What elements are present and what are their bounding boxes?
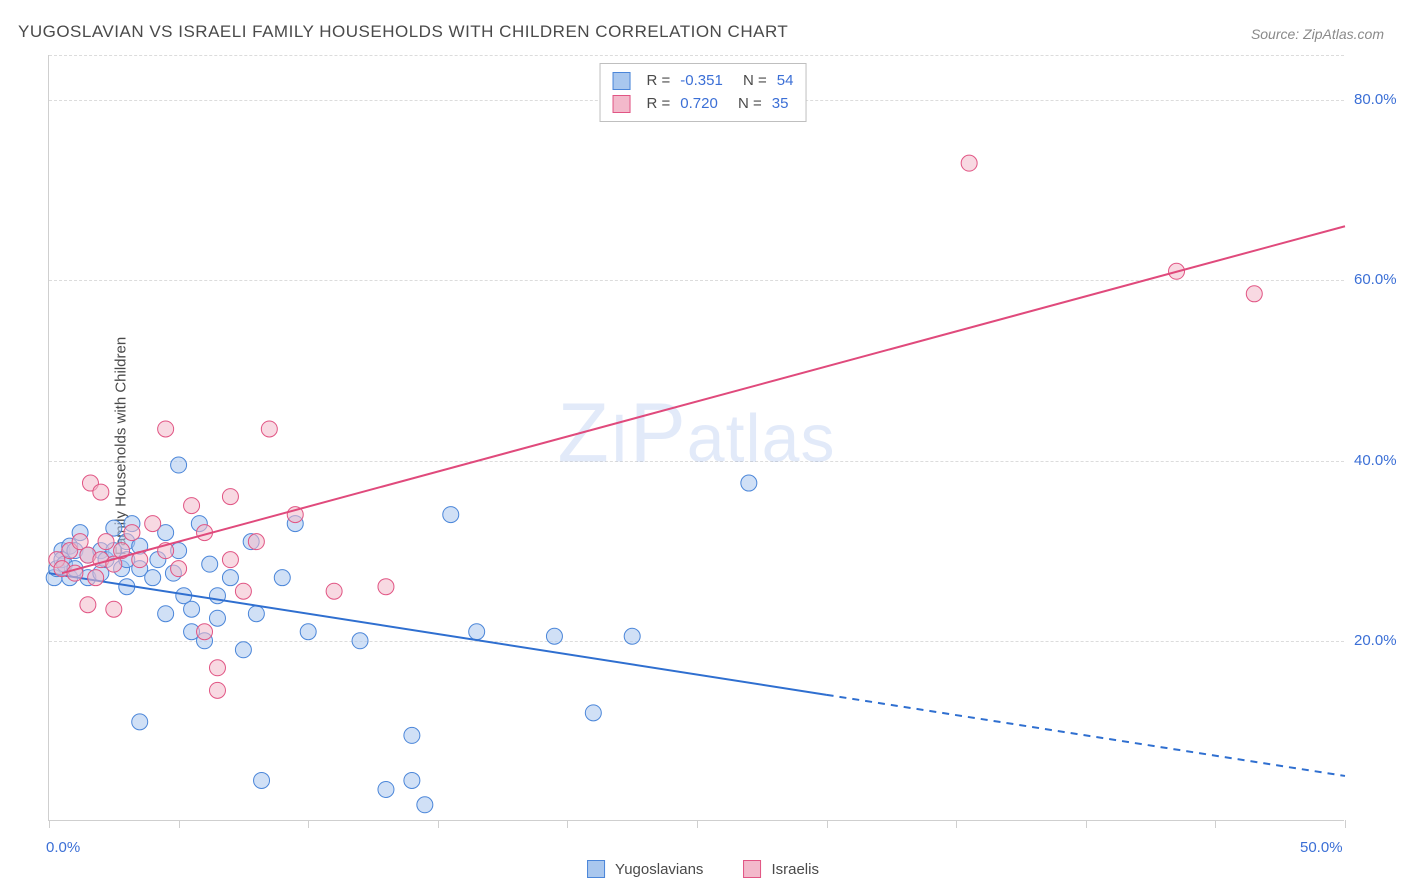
data-point — [93, 484, 109, 500]
data-point — [80, 597, 96, 613]
data-point — [184, 498, 200, 514]
y-tick-label: 40.0% — [1354, 452, 1397, 469]
n-label: N = — [739, 69, 767, 92]
x-tick — [697, 820, 698, 828]
swatch-series-1 — [613, 72, 631, 90]
x-tick — [308, 820, 309, 828]
data-point — [98, 534, 114, 550]
data-point — [254, 772, 270, 788]
chart-plot-area: ZIPatlas — [48, 55, 1344, 821]
data-point — [171, 457, 187, 473]
data-point — [222, 570, 238, 586]
data-point — [209, 660, 225, 676]
data-point — [209, 610, 225, 626]
data-point — [132, 714, 148, 730]
data-point — [261, 421, 277, 437]
data-point — [88, 570, 104, 586]
data-point — [235, 642, 251, 658]
x-tick — [49, 820, 50, 828]
data-point — [145, 570, 161, 586]
n-label: N = — [734, 92, 762, 115]
r-value-2: 0.720 — [680, 92, 718, 115]
data-point — [158, 421, 174, 437]
data-point — [222, 552, 238, 568]
data-point — [222, 489, 238, 505]
data-point — [585, 705, 601, 721]
data-point — [248, 534, 264, 550]
data-point — [106, 601, 122, 617]
data-point — [469, 624, 485, 640]
data-point — [171, 561, 187, 577]
series-legend: Yugoslavians Israelis — [587, 860, 819, 878]
data-point — [184, 601, 200, 617]
r-label: R = — [647, 69, 671, 92]
trend-line — [49, 573, 827, 695]
legend-label-2: Israelis — [771, 861, 819, 878]
data-point — [404, 727, 420, 743]
x-tick — [827, 820, 828, 828]
stats-row-1: R = -0.351 N = 54 — [613, 69, 794, 92]
x-tick — [567, 820, 568, 828]
x-tick — [179, 820, 180, 828]
data-point — [624, 628, 640, 644]
n-value-1: 54 — [777, 69, 794, 92]
y-tick-label: 60.0% — [1354, 271, 1397, 288]
x-tick — [1215, 820, 1216, 828]
legend-item-2: Israelis — [743, 860, 819, 878]
data-point — [546, 628, 562, 644]
data-point — [145, 516, 161, 532]
data-point — [741, 475, 757, 491]
r-label: R = — [647, 92, 671, 115]
data-point — [961, 155, 977, 171]
data-point — [417, 797, 433, 813]
trend-line-dashed — [827, 695, 1345, 776]
swatch-bottom-2 — [743, 860, 761, 878]
data-point — [378, 579, 394, 595]
x-tick — [1086, 820, 1087, 828]
data-point — [378, 781, 394, 797]
data-point — [197, 624, 213, 640]
data-point — [248, 606, 264, 622]
data-point — [202, 556, 218, 572]
data-point — [1246, 286, 1262, 302]
swatch-series-2 — [613, 95, 631, 113]
x-tick — [438, 820, 439, 828]
source-label: Source: ZipAtlas.com — [1251, 26, 1384, 42]
stats-legend: R = -0.351 N = 54 R = 0.720 N = 35 — [600, 63, 807, 122]
data-point — [274, 570, 290, 586]
x-tick-label: 0.0% — [46, 839, 80, 856]
data-point — [124, 525, 140, 541]
data-point — [300, 624, 316, 640]
y-tick-label: 80.0% — [1354, 91, 1397, 108]
y-tick-label: 20.0% — [1354, 632, 1397, 649]
legend-item-1: Yugoslavians — [587, 860, 703, 878]
data-point — [158, 606, 174, 622]
x-tick — [1345, 820, 1346, 828]
x-tick — [956, 820, 957, 828]
data-point — [235, 583, 251, 599]
stats-row-2: R = 0.720 N = 35 — [613, 92, 794, 115]
chart-title: YUGOSLAVIAN VS ISRAELI FAMILY HOUSEHOLDS… — [18, 22, 788, 42]
data-point — [404, 772, 420, 788]
data-point — [443, 507, 459, 523]
data-point — [326, 583, 342, 599]
scatter-svg — [49, 55, 1344, 820]
data-point — [352, 633, 368, 649]
swatch-bottom-1 — [587, 860, 605, 878]
r-value-1: -0.351 — [680, 69, 723, 92]
trend-line — [62, 226, 1345, 573]
n-value-2: 35 — [772, 92, 789, 115]
legend-label-1: Yugoslavians — [615, 861, 703, 878]
x-tick-label: 50.0% — [1300, 839, 1343, 856]
data-point — [209, 682, 225, 698]
